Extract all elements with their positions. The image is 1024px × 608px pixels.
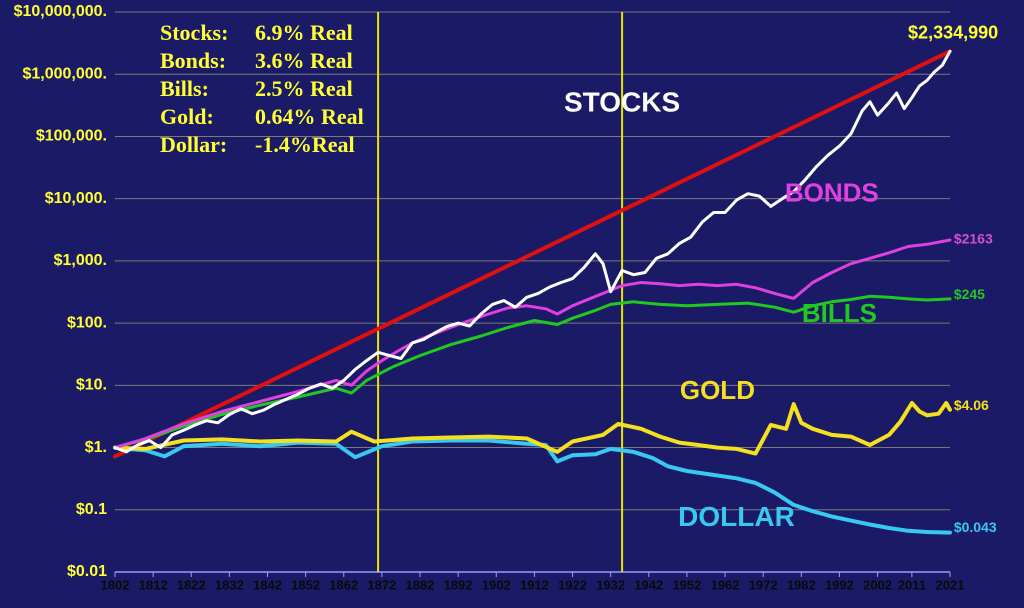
series-label-bills: BILLS xyxy=(802,298,877,328)
y-tick-label: $1,000,000. xyxy=(22,65,107,82)
x-tick-label: 1932 xyxy=(596,578,625,593)
end-label-bonds: $2163 xyxy=(954,231,993,247)
x-tick-label: 1832 xyxy=(215,578,244,593)
legend-value: 0.64% Real xyxy=(255,104,364,129)
legend-label: Stocks: xyxy=(160,20,228,45)
x-tick-label: 1942 xyxy=(634,578,663,593)
x-tick-label: 1952 xyxy=(672,578,701,593)
y-tick-label: $10,000,000. xyxy=(14,3,107,20)
x-tick-label: 2002 xyxy=(863,578,892,593)
x-tick-label: 1872 xyxy=(367,578,396,593)
x-tick-label: 1842 xyxy=(253,578,282,593)
series-label-gold: GOLD xyxy=(680,375,755,405)
legend: Stocks: 6.9% Real Bonds: 3.6% Real Bills: 2.5… xyxy=(160,20,364,157)
y-tick-label: $1. xyxy=(85,439,107,456)
legend-label: Bonds: xyxy=(160,48,226,73)
legend-label: Dollar: xyxy=(160,132,227,157)
x-tick-label: 1902 xyxy=(482,578,511,593)
x-tick-label: 1882 xyxy=(406,578,435,593)
end-label-gold: $4.06 xyxy=(954,397,989,413)
series-label-bonds: BONDS xyxy=(785,178,879,208)
y-tick-label: $1,000. xyxy=(54,252,107,269)
series-label-dollar: DOLLAR xyxy=(678,501,795,532)
x-tick-label: 1972 xyxy=(749,578,778,593)
y-tick-label: $10. xyxy=(76,377,107,394)
series-label-stocks: STOCKS xyxy=(564,87,680,118)
y-tick-label: $100. xyxy=(67,314,107,331)
legend-label: Gold: xyxy=(160,104,214,129)
legend-value: 6.9% Real xyxy=(255,20,353,45)
legend-label: Bills: xyxy=(160,76,209,101)
asset-returns-chart: $0.01$0.1$1.$10.$100.$1,000.$10,000.$100… xyxy=(0,0,1024,608)
x-tick-label: 1922 xyxy=(558,578,587,593)
x-tick-label: 1992 xyxy=(825,578,854,593)
x-tick-label: 1852 xyxy=(291,578,320,593)
y-tick-label: $100,000. xyxy=(36,128,107,145)
x-tick-label: 1822 xyxy=(177,578,206,593)
end-label-stocks: $2,334,990 xyxy=(908,22,998,42)
end-label-bills: $245 xyxy=(954,286,985,302)
x-tick-label: 1812 xyxy=(139,578,168,593)
x-tick-label: 2011 xyxy=(898,578,926,593)
x-tick-label: 1802 xyxy=(101,578,130,593)
y-tick-label: $10,000. xyxy=(45,190,107,207)
y-tick-label: $0.1 xyxy=(76,501,107,518)
legend-value: 2.5% Real xyxy=(255,76,353,101)
x-tick-label: 1862 xyxy=(329,578,358,593)
legend-value: -1.4%Real xyxy=(255,132,355,157)
x-tick-label: 1982 xyxy=(787,578,816,593)
x-tick-label: 1892 xyxy=(444,578,473,593)
legend-value: 3.6% Real xyxy=(255,48,353,73)
x-tick-label: 2021 xyxy=(936,578,965,593)
chart-svg: $0.01$0.1$1.$10.$100.$1,000.$10,000.$100… xyxy=(0,0,1024,608)
end-label-dollar: $0.043 xyxy=(954,519,997,535)
x-tick-label: 1912 xyxy=(520,578,549,593)
x-tick-label: 1962 xyxy=(711,578,740,593)
